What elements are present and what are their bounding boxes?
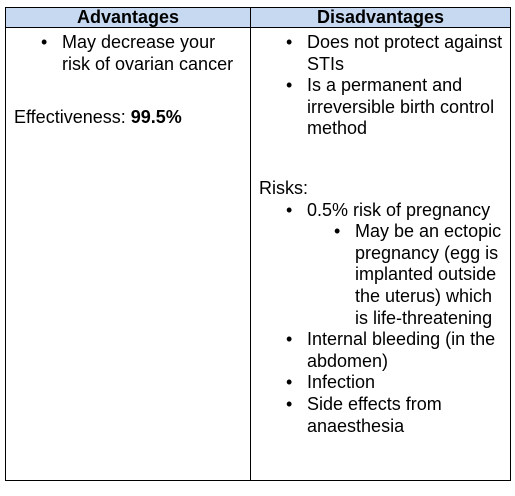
header-row: Advantages Disadvantages bbox=[5, 7, 511, 28]
comparison-table: Advantages Disadvantages May decrease yo… bbox=[5, 7, 511, 481]
risk-item-text: 0.5% risk of pregnancy bbox=[307, 199, 491, 220]
disadvantage-item: Is a permanent and irreversible birth co… bbox=[286, 75, 505, 140]
risk-item: Internal bleeding (in the abdomen) bbox=[286, 329, 505, 372]
risk-subitem: May be an ectopic pregnancy (egg is impl… bbox=[334, 221, 505, 329]
advantages-list: May decrease your risk of ovarian cancer bbox=[14, 32, 245, 75]
risks-label: Risks: bbox=[259, 177, 308, 198]
advantages-cell: May decrease your risk of ovarian cancer… bbox=[5, 27, 251, 481]
effectiveness-label: Effectiveness: bbox=[14, 107, 131, 128]
content-row: May decrease your risk of ovarian cancer… bbox=[5, 27, 511, 481]
advantage-item: May decrease your risk of ovarian cancer bbox=[41, 32, 245, 75]
disadvantages-header: Disadvantages bbox=[250, 7, 511, 28]
advantages-header: Advantages bbox=[5, 7, 251, 28]
risks-list: 0.5% risk of pregnancy May be an ectopic… bbox=[259, 200, 505, 438]
risk-item: Infection bbox=[286, 372, 505, 394]
effectiveness-value: 99.5% bbox=[130, 107, 182, 128]
disadvantage-item: Does not protect against STIs bbox=[286, 32, 505, 75]
disadvantages-list: Does not protect against STIs Is a perma… bbox=[259, 32, 505, 140]
risk-sublist: May be an ectopic pregnancy (egg is impl… bbox=[307, 221, 505, 329]
risk-item: 0.5% risk of pregnancy May be an ectopic… bbox=[286, 200, 505, 330]
disadvantages-cell: Does not protect against STIs Is a perma… bbox=[250, 27, 511, 481]
effectiveness-line: Effectiveness: 99.5% bbox=[14, 107, 245, 129]
risk-item: Side effects from anaesthesia bbox=[286, 394, 505, 437]
